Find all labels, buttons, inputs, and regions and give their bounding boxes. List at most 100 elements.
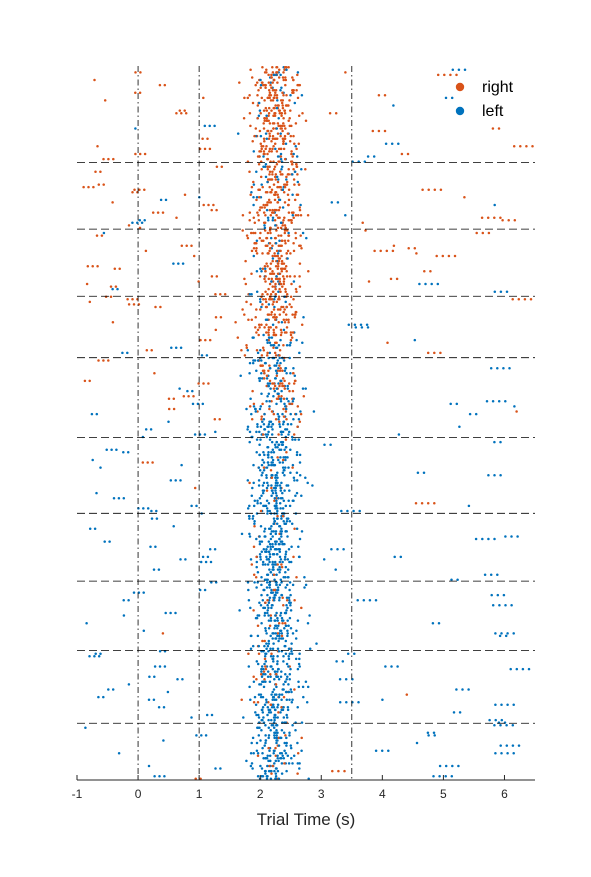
spike-dot (169, 611, 172, 615)
spike-dot (267, 423, 271, 426)
spike-dot (289, 331, 293, 334)
spike-dot (259, 175, 263, 179)
spike-dot (397, 433, 401, 436)
spike-dot (281, 514, 285, 518)
spike-dot (293, 313, 297, 316)
spike-dot (342, 547, 345, 551)
spike-dot (295, 338, 298, 342)
spike-dot (283, 124, 286, 128)
spike-dot (156, 211, 160, 214)
spike-dot (380, 749, 384, 752)
spike-dot (287, 547, 291, 551)
spike-dot (274, 504, 277, 508)
spike-dot (359, 323, 363, 327)
spike-dot (284, 366, 288, 370)
spike-dot (264, 86, 267, 89)
spike-dot (346, 509, 349, 513)
spike-dot (99, 652, 102, 656)
spike-dot (505, 744, 509, 747)
spike-dot (500, 751, 503, 755)
spike-dot (256, 570, 260, 574)
spike-dot (271, 173, 274, 176)
spike-dot (390, 665, 393, 668)
spike-dot (210, 581, 213, 584)
spike-dot (265, 377, 269, 380)
spike-dot (193, 433, 197, 436)
spike-dot (265, 435, 269, 439)
spike-dot (264, 660, 268, 663)
spike-dot (274, 88, 278, 92)
spike-dot (102, 157, 105, 161)
spike-dot (296, 751, 300, 755)
spike-dot (271, 545, 275, 548)
spike-dot (250, 249, 254, 253)
spike-dot (260, 494, 263, 497)
spike-dot (272, 588, 276, 592)
spike-dot (276, 476, 279, 480)
spike-dot (267, 81, 271, 84)
spike-dot (111, 321, 115, 324)
spike-dot (270, 772, 273, 775)
spike-dot (274, 754, 278, 758)
spike-dot (292, 249, 296, 253)
spike-dot (298, 762, 301, 765)
spike-dot (250, 563, 254, 566)
spike-dot (280, 535, 283, 538)
spike-dot (267, 606, 270, 610)
spike-dot (285, 175, 288, 179)
spike-dot (279, 333, 283, 337)
spike-dot (285, 270, 288, 273)
spike-dot (149, 428, 153, 431)
spike-dot (362, 598, 366, 602)
spike-dot (290, 757, 293, 760)
spike-dot (287, 168, 290, 171)
spike-dot (246, 428, 249, 431)
spike-dot (298, 420, 302, 423)
spike-dot (285, 678, 288, 681)
spike-dot (274, 346, 278, 350)
spike-dot (290, 649, 293, 653)
spike-dot (285, 252, 288, 255)
spike-dot (273, 254, 277, 258)
spike-dot (267, 198, 271, 202)
spike-dot (246, 236, 250, 240)
spike-dot (151, 211, 155, 214)
spike-dot (279, 486, 282, 490)
spike-dot (280, 331, 283, 334)
spike-dot (277, 290, 280, 293)
spike-dot (278, 354, 281, 357)
spike-dot (284, 241, 287, 245)
spike-dot (288, 652, 291, 656)
spike-dot (88, 655, 91, 658)
spike-dot (267, 114, 270, 117)
spike-dot (262, 203, 265, 207)
spike-dot (262, 349, 266, 352)
spike-dot (336, 201, 340, 204)
spike-dot (258, 150, 261, 153)
spike-dot (285, 741, 288, 745)
spike-dot (257, 333, 260, 337)
spike-dot (289, 109, 292, 112)
spike-dot (250, 76, 254, 79)
spike-dot (298, 262, 302, 265)
spike-dot (267, 392, 271, 395)
spike-dot (285, 662, 289, 666)
spike-dot (291, 400, 295, 403)
spike-dot (286, 384, 289, 388)
spike-dot (306, 685, 310, 689)
spike-dot (284, 586, 287, 589)
spike-dot (204, 560, 208, 564)
spike-dot (250, 190, 253, 194)
spike-dot (270, 530, 274, 533)
spike-dot (296, 667, 300, 671)
spike-dot (281, 466, 285, 469)
spike-dot (268, 509, 272, 513)
spike-dot (296, 741, 299, 745)
spike-dot (269, 231, 272, 235)
spike-dot (145, 349, 149, 352)
spike-dot (267, 201, 271, 204)
spike-dot (243, 277, 246, 281)
spike-dot (97, 359, 100, 362)
spike-dot (283, 489, 286, 492)
spike-dot (284, 428, 287, 431)
